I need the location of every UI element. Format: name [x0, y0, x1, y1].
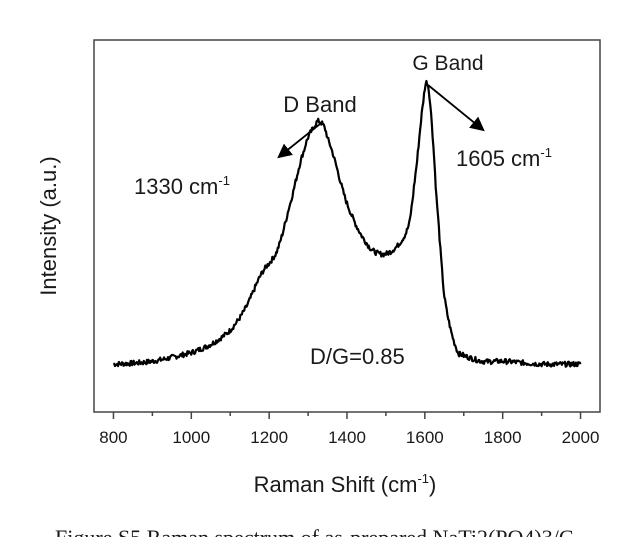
- x-tick-label: 2000: [562, 428, 600, 447]
- x-axis-label: Raman Shift (cm-1): [254, 471, 437, 497]
- x-axis-label-sup: -1: [417, 471, 429, 486]
- spectrum-line: [113, 79, 582, 368]
- x-tick-label: 1600: [406, 428, 444, 447]
- d-band-label: D Band: [283, 92, 356, 117]
- x-axis-label-main: Raman Shift (cm: [254, 472, 418, 497]
- y-axis-label: Intensity (a.u.): [36, 156, 61, 295]
- x-tick-label: 1400: [328, 428, 366, 447]
- x-tick-label: 1800: [484, 428, 522, 447]
- d-position-value: 1330 cm: [134, 174, 218, 199]
- x-tick-label: 1000: [172, 428, 210, 447]
- d-position-sup: -1: [218, 173, 230, 188]
- g-position-value: 1605 cm: [456, 146, 540, 171]
- g-position-label: 1605 cm-1: [456, 145, 552, 171]
- dg-ratio-label: D/G=0.85: [310, 344, 405, 369]
- d-position-label: 1330 cm-1: [134, 173, 230, 199]
- d-band-arrow: [277, 123, 321, 159]
- g-band-label: G Band: [412, 52, 483, 75]
- figure-caption: Figure S5 Raman spectrum of as-prepared …: [55, 525, 574, 537]
- x-tick-label: 1200: [250, 428, 288, 447]
- x-axis-label-close: ): [429, 472, 436, 497]
- figure-caption-clip: Figure S5 Raman spectrum of as-prepared …: [55, 525, 574, 537]
- x-tick-label: 800: [99, 428, 127, 447]
- g-band-arrow: [427, 84, 485, 132]
- g-position-sup: -1: [540, 145, 552, 160]
